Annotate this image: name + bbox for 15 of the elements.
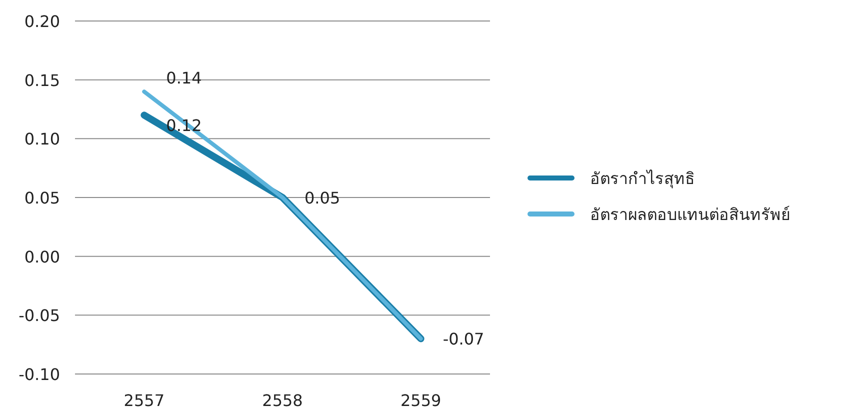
x-tick-label: 2559 (400, 391, 442, 410)
legend-label: อัตราผลตอบแทนต่อสินทรัพย์ (590, 205, 790, 224)
y-tick-label: 0.10 (24, 130, 60, 149)
y-tick-label: 0.00 (24, 247, 60, 266)
x-tick-label: 2558 (262, 391, 303, 410)
y-tick-label: 0.15 (24, 70, 60, 90)
x-tick-label: 2557 (124, 391, 165, 410)
data-label: 0.14 (166, 68, 202, 88)
y-tick-label: -0.10 (18, 365, 60, 384)
data-label: -0.07 (442, 330, 484, 349)
y-tick-label: 0.20 (24, 12, 60, 31)
y-tick-label: -0.05 (18, 306, 60, 326)
data-label: 0.05 (304, 188, 340, 208)
legend-label: อัตรากำไรสุทธิ (590, 169, 695, 189)
y-tick-label: 0.05 (24, 188, 60, 208)
